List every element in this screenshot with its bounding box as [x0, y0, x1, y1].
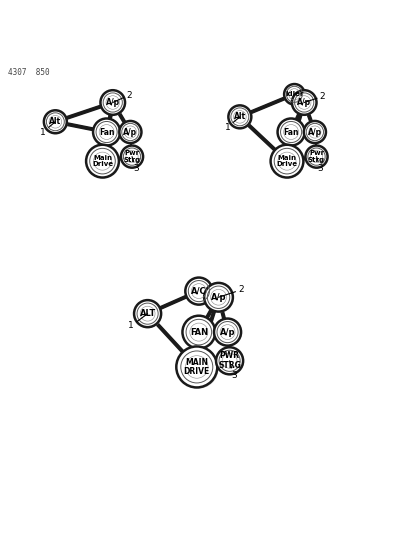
Text: Main
Drive: Main Drive: [276, 155, 297, 167]
Circle shape: [182, 316, 215, 349]
Circle shape: [292, 91, 317, 116]
Circle shape: [304, 122, 326, 144]
Circle shape: [121, 146, 143, 168]
Circle shape: [44, 110, 67, 133]
Circle shape: [135, 301, 162, 328]
Text: 3: 3: [316, 157, 323, 173]
Text: Main
Drive: Main Drive: [92, 155, 113, 167]
Text: 3: 3: [132, 157, 139, 173]
Circle shape: [216, 348, 243, 374]
Text: 2: 2: [112, 91, 132, 102]
Circle shape: [270, 145, 303, 177]
Text: 4307  850: 4307 850: [8, 68, 50, 77]
Circle shape: [228, 106, 251, 128]
Text: 2: 2: [303, 92, 325, 102]
Circle shape: [278, 119, 305, 147]
Text: 1: 1: [40, 122, 55, 136]
Text: 3: 3: [229, 361, 236, 379]
Text: A/p: A/p: [307, 127, 321, 136]
Circle shape: [177, 348, 218, 389]
Text: Pwr
Strg: Pwr Strg: [307, 150, 324, 163]
Text: A/p: A/p: [106, 98, 119, 107]
Circle shape: [94, 119, 121, 147]
Text: A/p: A/p: [123, 127, 137, 136]
Circle shape: [216, 348, 243, 375]
Circle shape: [204, 284, 233, 312]
Circle shape: [176, 346, 217, 387]
Circle shape: [291, 90, 316, 115]
Circle shape: [229, 106, 252, 129]
Text: 1: 1: [224, 117, 239, 132]
Circle shape: [120, 122, 142, 144]
Text: FAN: FAN: [189, 328, 207, 337]
Text: Alt: Alt: [233, 112, 245, 122]
Circle shape: [101, 91, 126, 116]
Circle shape: [284, 85, 304, 105]
Circle shape: [303, 121, 325, 143]
Circle shape: [214, 319, 241, 346]
Text: Pwr
Strg: Pwr Strg: [123, 150, 140, 163]
Circle shape: [86, 145, 119, 177]
Text: Alt: Alt: [49, 117, 61, 126]
Text: MAIN
DRIVE: MAIN DRIVE: [183, 358, 209, 376]
Circle shape: [306, 146, 328, 168]
Text: Fan: Fan: [99, 127, 114, 136]
Text: PWR
STRG: PWR STRG: [218, 351, 240, 370]
Circle shape: [283, 84, 304, 104]
Text: A/p: A/p: [219, 328, 235, 337]
Circle shape: [271, 146, 303, 179]
Circle shape: [45, 111, 67, 134]
Text: A/p: A/p: [210, 293, 226, 302]
Text: Idler: Idler: [285, 91, 303, 98]
Circle shape: [121, 146, 144, 168]
Circle shape: [93, 118, 120, 146]
Circle shape: [204, 283, 232, 312]
Text: Fan: Fan: [283, 127, 298, 136]
Text: A/p: A/p: [297, 98, 310, 107]
Circle shape: [277, 118, 304, 146]
Circle shape: [305, 146, 327, 168]
Circle shape: [134, 300, 161, 327]
Circle shape: [119, 121, 141, 143]
Text: 2: 2: [218, 285, 243, 297]
Circle shape: [100, 90, 125, 115]
Circle shape: [185, 278, 212, 305]
Text: ALT: ALT: [139, 309, 155, 318]
Circle shape: [183, 317, 216, 350]
Circle shape: [186, 278, 213, 305]
Circle shape: [213, 319, 240, 345]
Text: 1: 1: [128, 313, 147, 330]
Text: A/C: A/C: [191, 287, 206, 296]
Circle shape: [87, 146, 119, 179]
